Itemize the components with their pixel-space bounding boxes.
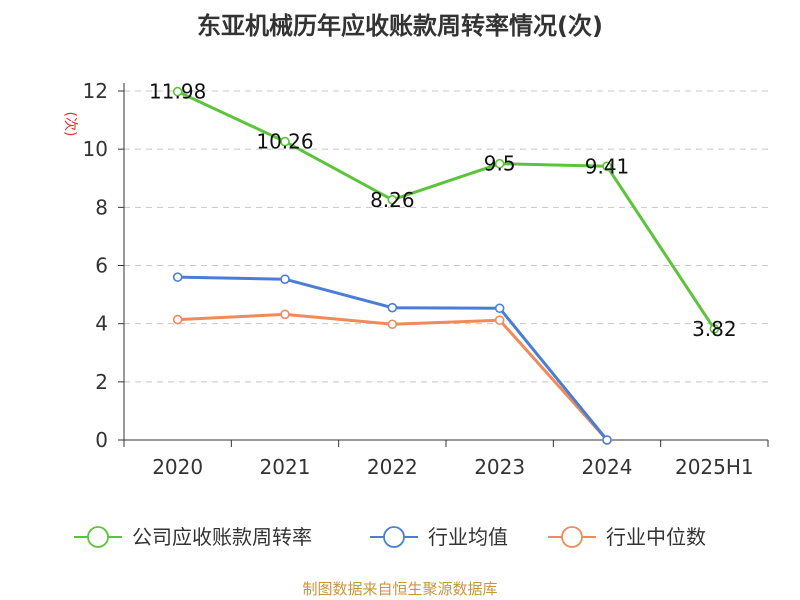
data-label: 11.98: [149, 80, 206, 104]
x-tick-label: 2022: [367, 455, 418, 479]
source-note: 制图数据来自恒生聚源数据库: [302, 580, 497, 598]
x-tick-label: 2020: [152, 455, 203, 479]
data-point: [494, 303, 505, 314]
legend-item[interactable]: 行业均值: [370, 525, 508, 549]
data-point: [494, 315, 505, 325]
data-point: [602, 161, 612, 172]
series-line: [177, 90, 716, 330]
data-point: [172, 272, 183, 282]
gridlines: [124, 90, 768, 383]
legend[interactable]: 公司应收账款周转率 行业均值 行业中位数: [74, 525, 706, 549]
legend-label: 行业中位数: [606, 525, 706, 549]
data-point: [494, 158, 505, 169]
y-tick-labels: 0 2 4 6 8 10 12: [83, 79, 108, 452]
data-labels: 11.98 10.26 8.26 9.5 9.41 3.82: [149, 80, 737, 341]
y-tick-label: 2: [95, 370, 108, 394]
data-point: [602, 435, 612, 445]
legend-marker: [87, 526, 109, 548]
data-point: [280, 274, 290, 284]
legend-item[interactable]: 公司应收账款周转率: [74, 525, 312, 549]
legend-label: 公司应收账款周转率: [132, 525, 312, 549]
data-label: 9.41: [585, 154, 630, 178]
series-line: [177, 312, 609, 442]
y-tick-label: 6: [95, 254, 108, 278]
data-label: 10.26: [256, 130, 313, 154]
y-tick-label: 10: [83, 137, 108, 161]
data-label: 3.82: [692, 317, 737, 341]
data-point: [280, 309, 290, 320]
x-tick-label: 2024: [582, 455, 633, 479]
data-point: [387, 302, 398, 313]
data-point: [280, 136, 290, 147]
series-line: [177, 275, 609, 441]
legend-marker: [561, 526, 583, 548]
chart-title: 东亚机械历年应收账款周转率情况(次): [197, 12, 603, 40]
data-point: [387, 319, 398, 330]
y-axis-label: (次): [62, 112, 78, 137]
data-point: [172, 86, 183, 97]
data-point: [709, 324, 720, 334]
data-point: [172, 314, 183, 325]
series-group: [172, 86, 720, 445]
data-label: 8.26: [370, 188, 415, 212]
x-tick-label: 2021: [260, 455, 311, 479]
legend-marker: [383, 526, 405, 548]
x-tick-labels: 2020 2021 2022 2023 2024 2025H1: [152, 455, 753, 479]
data-label: 9.5: [484, 152, 516, 176]
data-point: [387, 194, 398, 205]
x-tick-label: 2023: [474, 455, 525, 479]
y-tick-label: 8: [95, 195, 108, 219]
legend-item[interactable]: 行业中位数: [548, 525, 706, 549]
legend-label: 行业均值: [428, 525, 508, 549]
x-tick-label: 2025H1: [675, 455, 754, 479]
y-tick-label: 12: [83, 79, 108, 103]
axes: [118, 83, 769, 447]
y-tick-label: 4: [95, 312, 108, 336]
y-tick-label: 0: [95, 428, 108, 452]
